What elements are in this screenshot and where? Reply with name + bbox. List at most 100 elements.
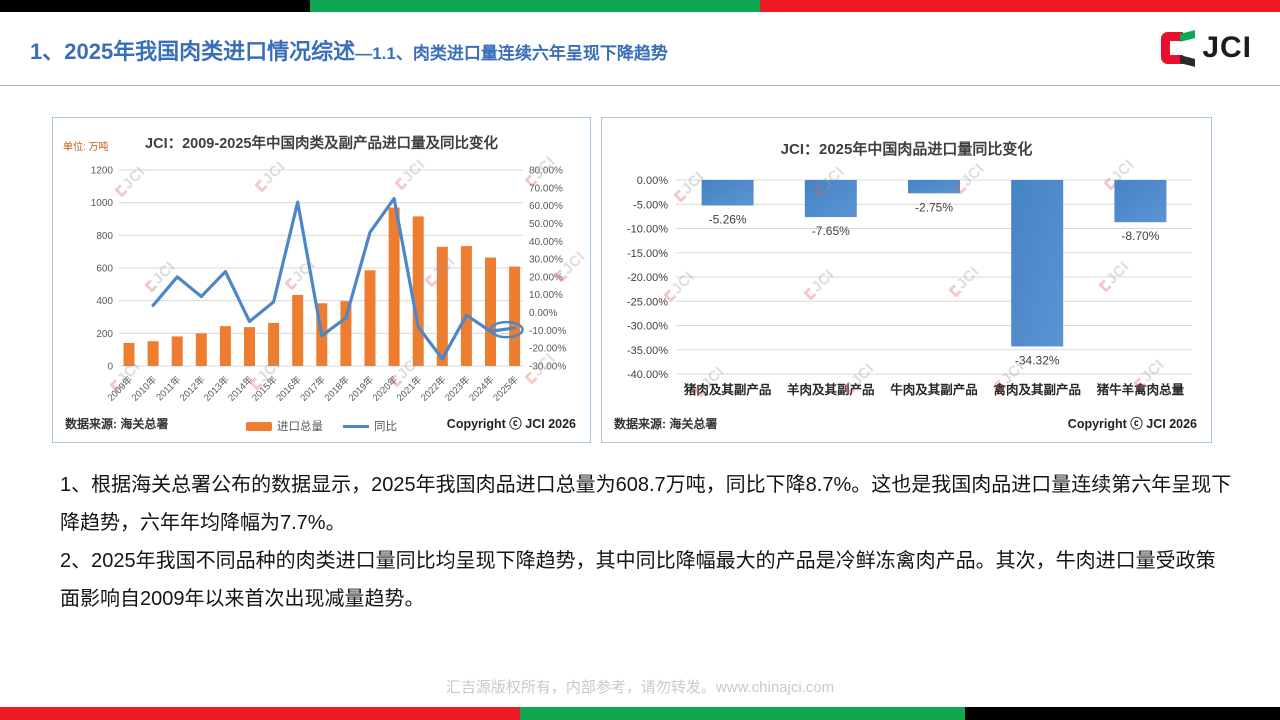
- summary-paragraph-1: 1、根据海关总署公布的数据显示，2025年我国肉品进口总量为608.7万吨，同比…: [60, 474, 1232, 534]
- bar-2016年: [292, 294, 304, 366]
- yoy-by-species-bar-chart: 0.00% -5.00% -10.00% -15.00% -20.00% -25.00% -…: [627, 175, 1192, 397]
- svg-text:-25.00%: -25.00%: [627, 296, 668, 308]
- import-volume-bars: [123, 207, 521, 366]
- svg-text:2022年: 2022年: [418, 373, 449, 404]
- svg-text:30.00%: 30.00%: [529, 255, 563, 266]
- svg-text:60.00%: 60.00%: [529, 201, 563, 212]
- svg-text:20.00%: 20.00%: [529, 272, 563, 283]
- svg-text:2017年: 2017年: [298, 373, 329, 404]
- bar-series-swatch: [246, 421, 272, 431]
- bar-2015年: [268, 322, 280, 366]
- summary-text-block: 1、根据海关总署公布的数据显示，2025年我国肉品进口总量为608.7万吨，同比…: [60, 466, 1232, 618]
- yoy-line-series: [151, 196, 517, 361]
- line-series-swatch: [343, 424, 369, 428]
- svg-text:2018年: 2018年: [322, 373, 353, 404]
- left-chart-legend: 进口总量 同比: [53, 418, 590, 434]
- legend-item-bar: 进口总量: [246, 418, 323, 434]
- left-chart-copyright: Copyright ⓒ JCI 2026: [446, 417, 576, 431]
- svg-text:40.00%: 40.00%: [529, 237, 563, 248]
- jci-logo-bracket-shape: [1161, 32, 1184, 64]
- page-title-sub: —1.1、肉类进口量连续六年呈现下降趋势: [355, 44, 668, 63]
- svg-text:2015年: 2015年: [250, 373, 281, 404]
- left-chart-title: JCI：2009-2025年中国肉类及副产品进口量及同比变化: [145, 136, 498, 152]
- svg-text:1000: 1000: [91, 198, 114, 209]
- svg-text:-30.00%: -30.00%: [627, 321, 668, 333]
- svg-text:2011年: 2011年: [154, 373, 184, 403]
- svg-text:10.00%: 10.00%: [529, 290, 563, 301]
- svg-text:2025年: 2025年: [491, 373, 522, 404]
- svg-text:600: 600: [96, 264, 113, 275]
- bar-牛肉及其副产品: [908, 180, 960, 194]
- svg-text:0: 0: [107, 362, 113, 373]
- svg-text:-20.00%: -20.00%: [529, 344, 566, 355]
- svg-text:2010年: 2010年: [129, 373, 160, 404]
- svg-text:2023年: 2023年: [442, 373, 473, 404]
- bar-value-label: -2.75%: [915, 200, 953, 214]
- svg-text:2020年: 2020年: [370, 373, 401, 404]
- svg-text:200: 200: [96, 329, 113, 340]
- import-volume-combo-chart: 0 200 400 600 800 1000 1200 -30.00% -20.00% -10.0…: [91, 166, 567, 404]
- bar-2022年: [436, 246, 448, 366]
- svg-text:2021年: 2021年: [394, 373, 425, 404]
- bar-value-label: -34.32%: [1015, 353, 1060, 367]
- svg-text:-10.00%: -10.00%: [529, 326, 566, 337]
- top-bar-red-segment: [760, 0, 1280, 12]
- svg-text:2019年: 2019年: [346, 373, 377, 404]
- svg-text:-35.00%: -35.00%: [627, 345, 668, 357]
- svg-text:-40.00%: -40.00%: [627, 369, 668, 381]
- bar-2019年: [364, 270, 376, 366]
- last-point-highlight-ellipse: [489, 320, 524, 339]
- page-title-main: 1、2025年我国肉类进口情况综述: [30, 39, 356, 64]
- jci-logo: JCI: [1159, 30, 1252, 67]
- bar-2024年: [485, 257, 496, 366]
- right-chart-gridlines: 0.00% -5.00% -10.00% -15.00% -20.00% -25.00% -…: [627, 175, 1192, 381]
- bar-2018年: [340, 301, 352, 366]
- bar-value-label: -7.65%: [812, 224, 850, 238]
- svg-text:2009年: 2009年: [105, 373, 136, 404]
- right-chart-title: JCI：2025年中国肉品进口量同比变化: [780, 141, 1033, 158]
- svg-text:2016年: 2016年: [274, 373, 305, 404]
- bottom-bar-green-segment: [520, 707, 965, 720]
- svg-text:2024年: 2024年: [466, 373, 497, 404]
- svg-text:70.00%: 70.00%: [529, 183, 563, 194]
- bar-2012年: [195, 333, 207, 366]
- footer-disclaimer: 汇吉源版权所有，内部参考，请勿转发。www.chinajci.com: [445, 679, 835, 696]
- bar-2011年: [171, 336, 183, 366]
- svg-text:-10.00%: -10.00%: [627, 224, 668, 236]
- bar-猪牛羊禽肉总量: [1114, 180, 1167, 223]
- bar-2009年: [123, 342, 135, 366]
- svg-text:1200: 1200: [91, 166, 114, 177]
- svg-text:50.00%: 50.00%: [529, 219, 563, 230]
- bar-2023年: [460, 246, 472, 366]
- chart-panel-yoy-by-species: JCI：2025年中国肉品进口量同比变化 0.00% -5.00% -10.00% -…: [601, 117, 1212, 443]
- svg-text:0.00%: 0.00%: [637, 175, 668, 187]
- slide-header: 1、2025年我国肉类进口情况综述—1.1、肉类进口量连续六年呈现下降趋势 JC…: [0, 12, 1280, 85]
- bar-value-label: -5.26%: [709, 213, 747, 227]
- category-label: 羊肉及其副产品: [787, 382, 875, 397]
- category-label: 猪肉及其副产品: [683, 382, 772, 397]
- right-chart-copyright: Copyright ⓒ JCI 2026: [1067, 417, 1197, 431]
- svg-text:-5.00%: -5.00%: [633, 199, 668, 211]
- svg-text:800: 800: [96, 231, 113, 242]
- bar-羊肉及其副产品: [804, 180, 857, 218]
- header-divider-line: [0, 85, 1280, 86]
- bar-2021年: [412, 216, 424, 366]
- svg-text:-20.00%: -20.00%: [627, 272, 668, 284]
- svg-text:400: 400: [96, 296, 113, 307]
- unit-label: 单位: 万吨: [63, 142, 109, 153]
- bar-2010年: [147, 341, 159, 366]
- left-chart-x-labels: 2009年2010年2011年2012年2013年2014年2015年2016年…: [105, 373, 521, 404]
- svg-text:2013年: 2013年: [201, 373, 232, 404]
- svg-text:80.00%: 80.00%: [529, 166, 563, 177]
- bar-series-label: 进口总量: [277, 421, 323, 433]
- category-label: 禽肉及其副产品: [992, 382, 1081, 397]
- svg-text:-15.00%: -15.00%: [627, 248, 668, 260]
- left-chart-gridlines: 0 200 400 600 800 1000 1200 -30.00% -20.00% -10.0…: [91, 166, 567, 373]
- jci-logo-icon: [1159, 30, 1196, 67]
- bar-禽肉及其副产品: [1011, 180, 1064, 347]
- bar-2013年: [219, 326, 231, 366]
- category-label: 猪牛羊禽肉总量: [1096, 382, 1185, 397]
- bottom-bar-black-segment: [965, 707, 1280, 720]
- jci-logo-text: JCI: [1202, 31, 1252, 64]
